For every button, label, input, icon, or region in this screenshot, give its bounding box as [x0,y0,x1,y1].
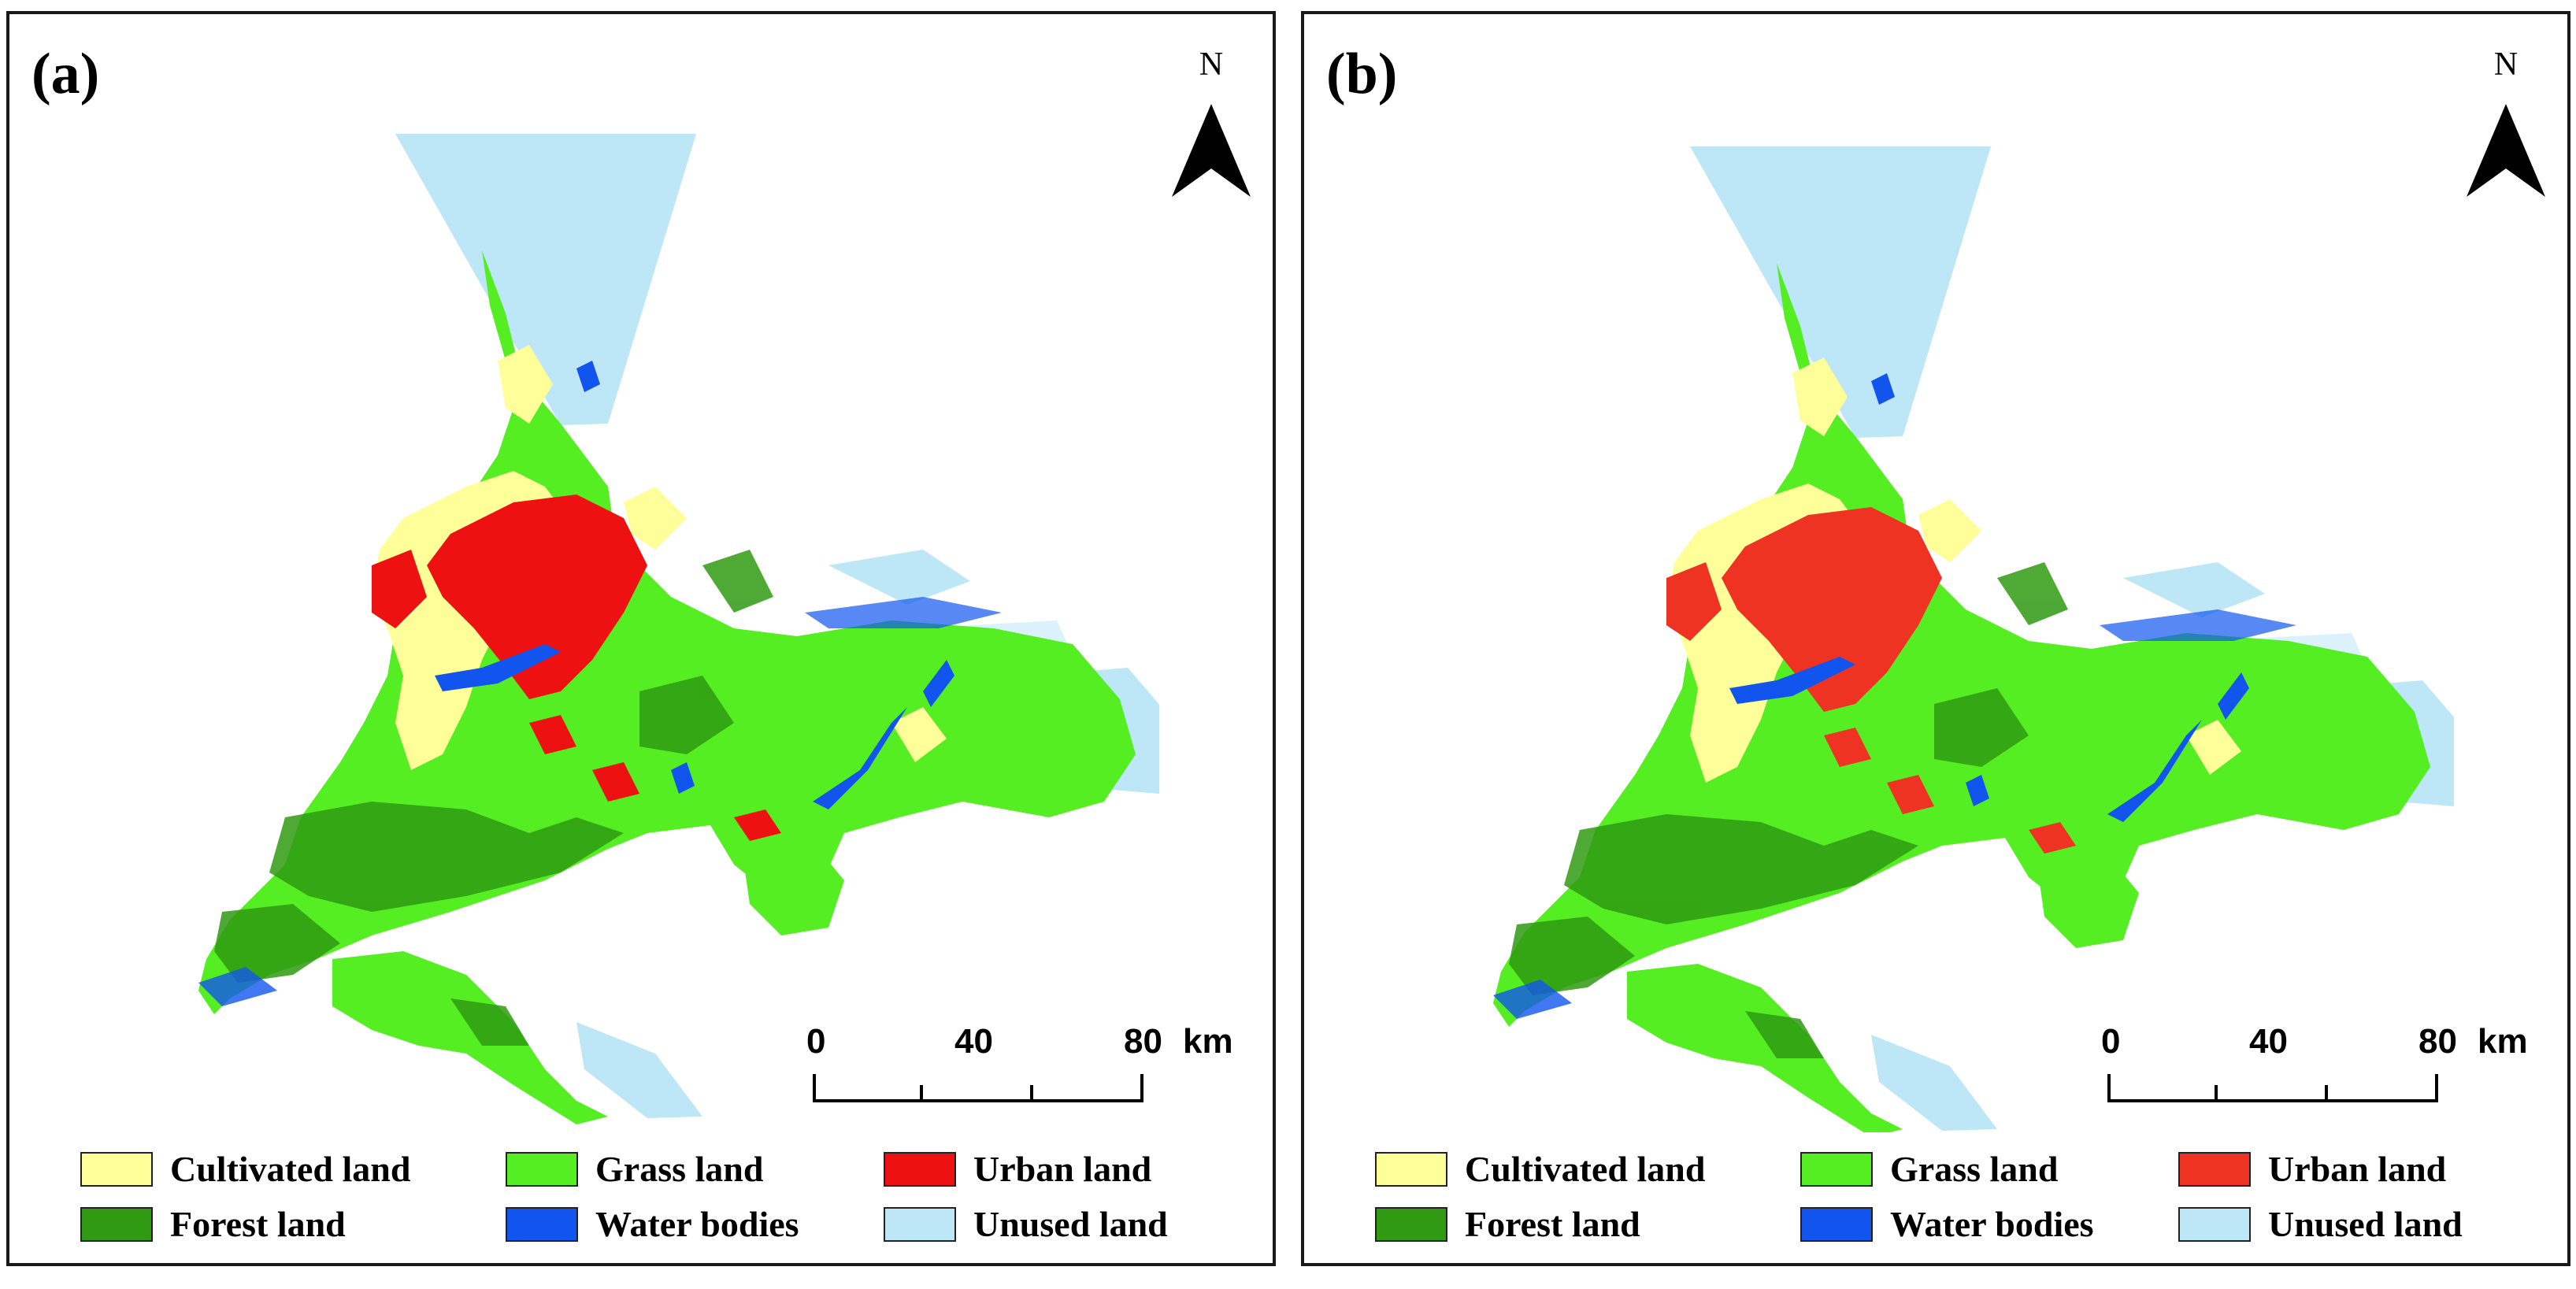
legend-item-cultivated: Cultivated land [1375,1148,1705,1190]
map-panel-a: (a) N [6,11,1276,1266]
legend-item-unused: Unused land [884,1203,1168,1245]
legend-label: Cultivated land [1465,1149,1706,1189]
land-use-map [1493,146,2454,1132]
map-panel-b: (b) N [1301,11,2570,1266]
legend-swatch [1800,1151,1873,1187]
legend-swatch [1800,1206,1873,1242]
legend-item-urban: Urban land [2178,1148,2446,1190]
legend-item-urban: Urban land [884,1148,1151,1190]
legend-item-cultivated: Cultivated land [80,1148,410,1190]
legend-label: Unused land [2268,1204,2463,1244]
legend-item-unused: Unused land [2178,1203,2463,1245]
legend-swatch [1375,1206,1447,1242]
legend-swatch [884,1151,956,1187]
scale-tick-40: 40 [954,1022,993,1061]
north-arrow: N [1172,46,1251,219]
forest-land-layer [214,550,773,1046]
scale-unit: km [2478,1022,2528,1061]
legend-swatch [506,1206,578,1242]
legend-item-water: Water bodies [506,1203,799,1245]
scale-bar-line [813,1074,1143,1102]
scale-unit: km [1183,1022,1233,1061]
panel-label: (a) [32,42,100,106]
legend-swatch [884,1206,956,1242]
legend-swatch [1375,1151,1447,1187]
legend: Cultivated land Grass land Urban land Fo… [65,1148,1246,1258]
land-use-map [198,134,1159,1124]
legend-label: Forest land [170,1204,346,1244]
legend-swatch [506,1151,578,1187]
scale-tick-0: 0 [806,1022,826,1061]
legend-item-water: Water bodies [1800,1203,2094,1245]
water-bodies-layer [198,361,1002,1006]
north-arrow-icon [1172,104,1251,197]
north-label: N [2493,46,2519,83]
legend-label: Water bodies [595,1204,799,1244]
legend-item-grass: Grass land [1800,1148,2058,1190]
legend-label: Urban land [973,1149,1152,1189]
legend-label: Unused land [973,1204,1168,1244]
legend-label: Forest land [1465,1204,1640,1244]
water-bodies-layer [1493,373,2296,1019]
legend-label: Cultivated land [170,1149,411,1189]
scale-tick-0: 0 [2101,1022,2121,1061]
legend-swatch [80,1151,153,1187]
forest-land-layer [1509,562,2068,1058]
legend: Cultivated land Grass land Urban land Fo… [1359,1148,2541,1258]
scale-bar-line [2107,1074,2438,1102]
north-label: N [1199,46,1224,83]
urban-land-layer [372,494,781,841]
legend-swatch [2178,1151,2251,1187]
legend-swatch [80,1206,153,1242]
legend-item-forest: Forest land [1375,1203,1640,1245]
legend-item-forest: Forest land [80,1203,346,1245]
urban-land-layer [1666,507,2076,854]
scale-bar: 0 40 80 km [2101,1022,2548,1117]
legend-item-grass: Grass land [506,1148,763,1190]
panel-label: (b) [1326,42,1398,106]
scale-tick-40: 40 [2249,1022,2288,1061]
north-arrow-icon [2467,104,2545,197]
legend-label: Grass land [595,1149,764,1189]
scale-tick-80: 80 [1124,1022,1162,1061]
scale-bar: 0 40 80 km [806,1022,1254,1117]
north-arrow: N [2467,46,2545,219]
legend-label: Urban land [2268,1149,2447,1189]
legend-label: Water bodies [1890,1204,2094,1244]
scale-tick-80: 80 [2418,1022,2457,1061]
legend-swatch [2178,1206,2251,1242]
legend-label: Grass land [1890,1149,2059,1189]
